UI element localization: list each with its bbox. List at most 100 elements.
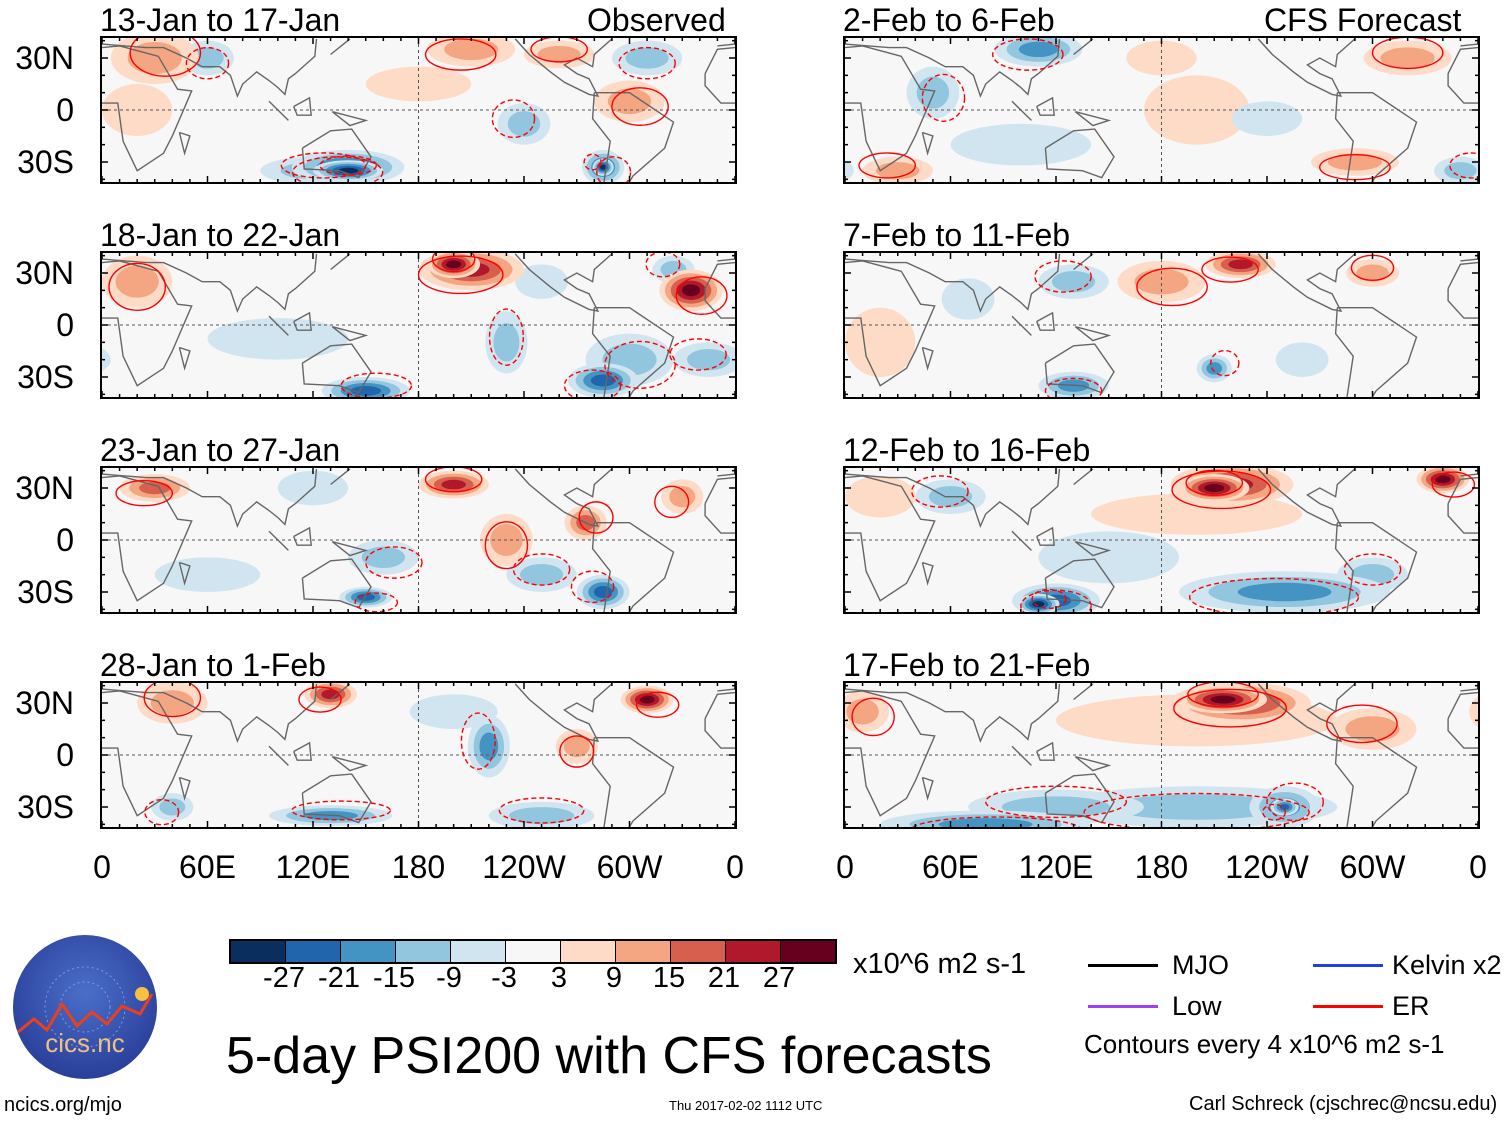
colorbar-swatch [616,941,671,962]
er-contour [1034,260,1092,293]
anomaly-blob [845,160,854,181]
cics-logo: cics.nc [12,934,158,1080]
er-contour [129,38,202,77]
er-contour [618,46,676,80]
anomaly-blob [1478,308,1480,377]
anomaly-blob [846,698,879,725]
anomaly-blob [625,47,669,69]
anomaly-blob [845,475,916,518]
colorbar-tick-label: 3 [550,962,568,994]
anomaly-blob [916,76,950,109]
er-contours [115,468,690,612]
er-contour [583,153,602,171]
er-contour [530,38,588,63]
colorbar-swatch [781,941,835,962]
er-contour [984,785,1128,819]
longitude-label: 60W [596,849,663,885]
er-contour [460,712,496,770]
anomaly-blob [409,694,498,729]
anomaly-blob [1143,75,1250,145]
longitude-label: 0 [726,849,744,885]
colorbar-swatch [561,941,616,962]
coastlines [845,38,1478,182]
er-contour [654,485,690,519]
er-contour [1020,589,1092,612]
er-contours [858,38,1478,181]
longitude-label: 0 [836,849,854,885]
footer-link[interactable]: ncics.org/mjo [4,1094,122,1116]
anomaly-blob [1275,342,1329,377]
colorbar-tick-label: 21 [707,962,741,994]
anomaly-blob [938,818,1033,827]
panel-title: 23-Jan to 27-Jan [100,432,341,468]
er-contour [669,338,727,371]
er-contour [911,475,969,508]
coastlines [102,683,735,827]
coastlines [102,253,735,397]
er-contour [851,697,895,737]
colorbar-tick-label: -3 [491,962,517,994]
anomaly-blob [191,47,224,69]
contour-note: Contours every 4 x10^6 m2 s-1 [1084,1029,1445,1059]
anomaly-blob [1380,47,1435,69]
er-contour [570,570,615,604]
colorbar-tick-label: -21 [318,962,360,994]
anomaly-fill [102,38,737,182]
legend-line-low [1088,1005,1158,1008]
colorbar-units: x10^6 m2 s-1 [853,948,1027,980]
colorbar-swatch [231,941,286,962]
panel-title: 2-Feb to 6-Feb [843,2,1055,38]
anomaly-blob [154,557,261,592]
longitude-label: 180 [1134,849,1189,885]
er-contour [319,155,378,176]
axis-ticks [845,38,1478,182]
er-contour [115,480,174,507]
map-panel [843,466,1480,614]
axis-ticks [845,253,1478,397]
er-contour [563,369,622,397]
anomaly-blob [1469,696,1478,728]
latitude-label: 30S [17,789,74,825]
colorbar-swatch [671,941,726,962]
axis-ticks [102,468,735,612]
anomaly-blob [1228,259,1253,270]
anomaly-blob [444,38,499,60]
er-contours [108,253,728,397]
anomaly-fill [845,38,1478,182]
er-contour [354,592,399,612]
er-contour [1449,152,1478,179]
legend-label-kelvin: Kelvin x2 [1392,950,1502,980]
anomaly-blob [950,123,1092,166]
colorbar-swatch [451,941,506,962]
anomaly-blob [1444,162,1477,180]
map-panel [100,466,737,614]
map-panel [100,251,737,399]
er-contours [143,683,680,826]
anomaly-blob [493,323,520,362]
anomaly-blob [102,84,173,136]
er-contour [921,73,966,122]
anomaly-blob [519,564,564,586]
er-contour [488,308,524,366]
anomaly-blob [735,256,737,308]
panel-title: 17-Feb to 21-Feb [843,647,1091,683]
anomaly-blob [1210,695,1236,704]
map-panel [100,36,737,184]
er-contour [291,800,392,821]
panel-title: 13-Jan to 17-Jan [100,2,341,38]
logo-text: cics.nc [45,1028,124,1058]
axis-ticks [845,683,1478,827]
er-contour [291,156,384,182]
latitude-label: 30S [17,359,74,395]
anomaly-blob [735,84,737,136]
anomaly-blob [207,318,349,360]
colorbar-tick-label: -9 [436,962,462,994]
anomaly-blob [1051,271,1096,293]
er-contour [675,276,728,315]
map-panel [843,681,1480,829]
longitude-label: 120W [482,849,566,885]
colorbar-swatch [506,941,561,962]
anomaly-blob [590,374,616,387]
anomaly-blob [600,164,607,170]
er-contour [498,797,585,824]
